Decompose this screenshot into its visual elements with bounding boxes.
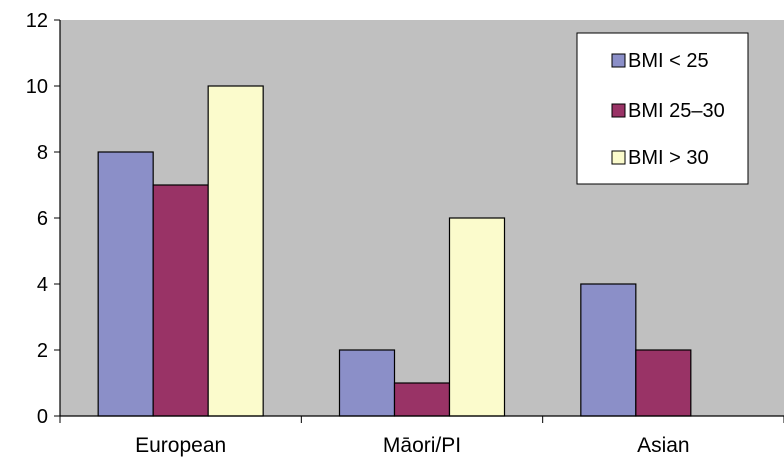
y-tick-label-4: 4	[37, 274, 48, 296]
bar-1-1	[393, 382, 451, 417]
legend: BMI < 25 BMI 25–30 BMI > 30	[576, 32, 749, 185]
legend-label-bmi-over-30: BMI > 30	[628, 147, 709, 169]
y-tick-label-0: 0	[37, 406, 48, 428]
bar-1-2	[448, 217, 506, 417]
x-category-label-1: Māori/PI	[383, 434, 461, 457]
y-tick-label-8: 8	[37, 142, 48, 164]
legend-label-bmi-25-30: BMI 25–30	[628, 100, 725, 122]
bar-0-0	[97, 151, 154, 417]
legend-box	[576, 32, 749, 185]
legend-swatch-bmi-over-30	[611, 150, 626, 165]
x-category-label-0: European	[135, 434, 226, 457]
legend-swatch-bmi-under-25	[611, 53, 626, 68]
bars-group	[97, 85, 692, 417]
x-ticks-group: European Māori/PI Asian	[59, 416, 784, 457]
bar-1-0	[338, 349, 396, 417]
y-tick-label-10: 10	[26, 76, 48, 98]
y-ticks-group: 0 2 4 6 8 10 12	[26, 10, 60, 428]
y-tick-label-12: 12	[26, 10, 48, 32]
bar-0-2	[207, 85, 264, 417]
x-category-label-2: Asian	[637, 434, 690, 457]
bar-2-0	[580, 283, 637, 417]
bar-2-1	[635, 349, 692, 417]
legend-swatch-bmi-25-30	[611, 103, 626, 118]
y-tick-label-6: 6	[37, 208, 48, 230]
legend-label-bmi-under-25: BMI < 25	[628, 50, 709, 72]
y-tick-label-2: 2	[37, 340, 48, 362]
bar-0-1	[152, 184, 209, 417]
